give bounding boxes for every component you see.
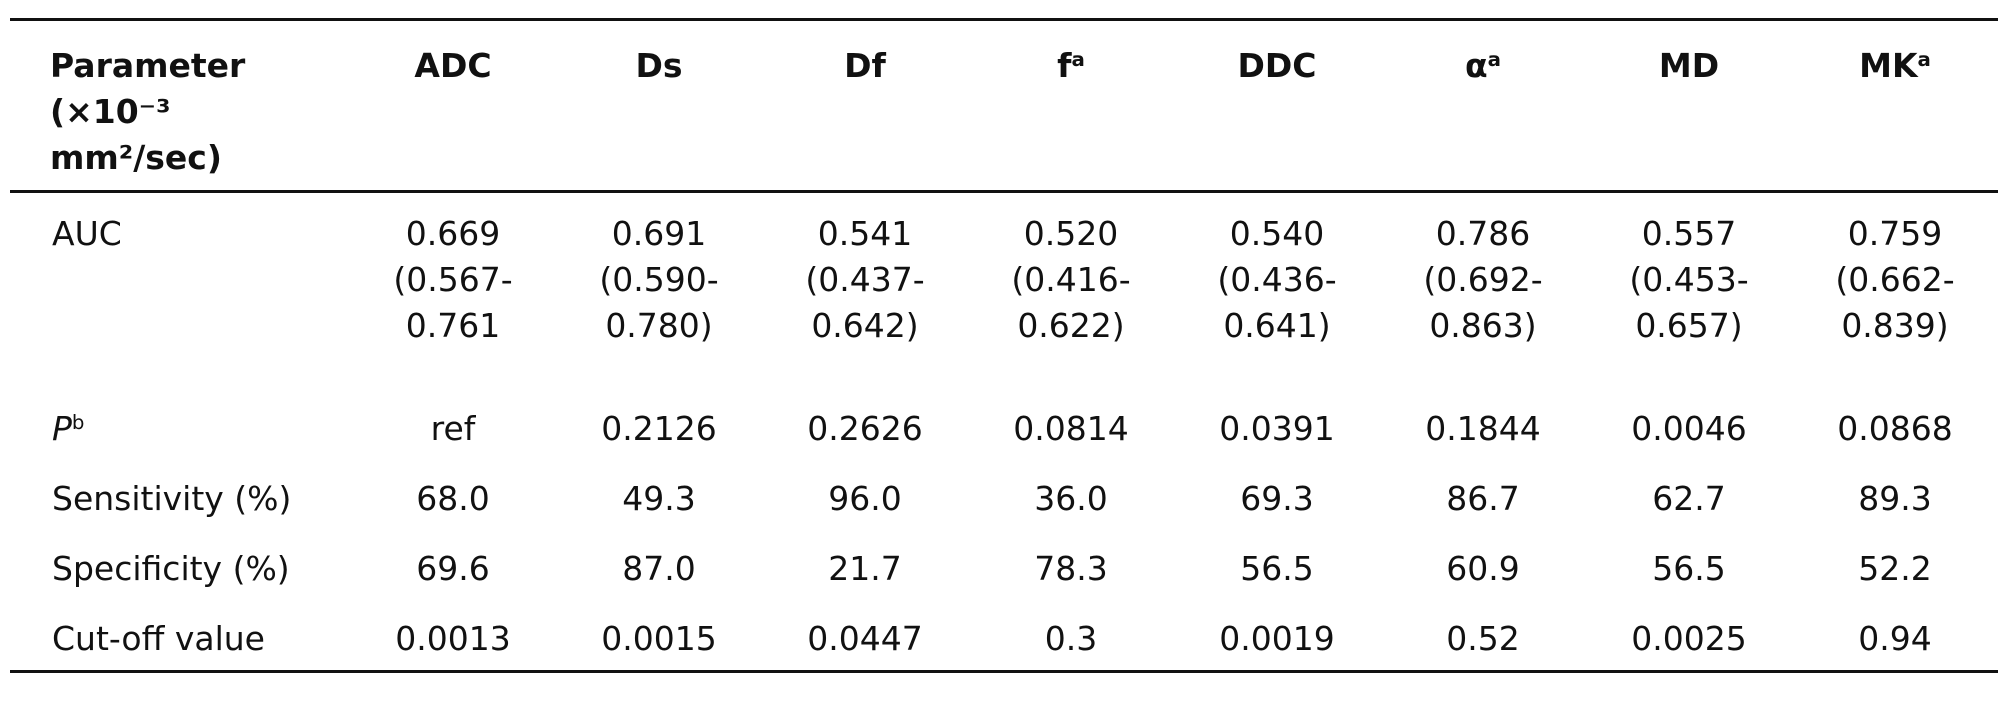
cell-text: MK xyxy=(1859,46,1918,85)
cell-text: α xyxy=(1464,46,1488,85)
cell: 86.7 xyxy=(1446,478,1520,518)
cell: 0.691 (0.590-0.780) xyxy=(599,214,719,345)
results-table: Parameter (×10⁻³ mm²/sec) ADC Ds Df fa DDC αa M… xyxy=(10,18,1998,673)
cell: 52.2 xyxy=(1858,548,1932,588)
cell: 0.0015 xyxy=(601,618,717,658)
superscript: b xyxy=(71,410,85,434)
cell: 69.6 xyxy=(416,548,490,588)
superscript: a xyxy=(1487,48,1502,72)
row-label: Sensitivity (%) xyxy=(52,478,292,518)
superscript: a xyxy=(1917,48,1931,72)
cell: 0.0814 xyxy=(1013,408,1129,448)
cell: 68.0 xyxy=(416,478,490,518)
cell-text: P xyxy=(52,408,72,448)
cell: 69.3 xyxy=(1240,478,1314,518)
table-row: Sensitivity (%) 68.0 49.3 96.0 36.0 69.3 86.7 6… xyxy=(10,462,1998,532)
row-label: Specificity (%) xyxy=(52,548,290,588)
table-row: Pb ref 0.2126 0.2626 0.0814 0.0391 0.1844 0.004… xyxy=(10,392,1998,462)
header-cell: αa xyxy=(1380,20,1586,192)
table-row: Specificity (%) 69.6 87.0 21.7 78.3 56.5 60.9 5… xyxy=(10,532,1998,602)
cell: 0.0868 xyxy=(1837,408,1953,448)
header-cell: fa xyxy=(968,20,1174,192)
superscript: a xyxy=(1071,48,1085,72)
cell: 0.0025 xyxy=(1631,618,1747,658)
cell: 96.0 xyxy=(828,478,902,518)
header-cell: ADC xyxy=(414,46,492,85)
cell: 0.786 (0.692-0.863) xyxy=(1423,214,1543,345)
table-body: AUC 0.669 (0.567-0.761 0.691 (0.590-0.780)… xyxy=(10,192,1998,672)
row-label: AUC xyxy=(52,214,122,253)
cell-text: f xyxy=(1057,46,1072,85)
header-cell: Df xyxy=(844,46,886,85)
cell: 0.2126 xyxy=(601,408,717,448)
header-cell: MD xyxy=(1658,46,1720,85)
header-cell: MKa xyxy=(1792,20,1998,192)
cell: 0.0019 xyxy=(1219,618,1335,658)
cell: ref xyxy=(430,408,476,448)
cell: 0.0013 xyxy=(395,618,511,658)
cell: 0.52 xyxy=(1446,618,1520,658)
cell: 56.5 xyxy=(1652,548,1726,588)
cell: 60.9 xyxy=(1446,548,1520,588)
cell: 21.7 xyxy=(828,548,902,588)
cell: 87.0 xyxy=(622,548,696,588)
cell: 56.5 xyxy=(1240,548,1314,588)
header-parameter: Parameter (×10⁻³ mm²/sec) xyxy=(50,46,246,177)
cell: 78.3 xyxy=(1034,548,1108,588)
cell: 0.2626 xyxy=(807,408,923,448)
cell: 0.1844 xyxy=(1425,408,1541,448)
cell: 0.669 (0.567-0.761 xyxy=(393,214,513,345)
cell: 0.541 (0.437-0.642) xyxy=(805,214,925,345)
cell: 0.557 (0.453-0.657) xyxy=(1629,214,1749,345)
cell: 0.94 xyxy=(1858,618,1932,658)
cell: 0.520 (0.416-0.622) xyxy=(1011,214,1131,345)
cell: 89.3 xyxy=(1858,478,1932,518)
cell: 49.3 xyxy=(622,478,696,518)
cell: 0.0046 xyxy=(1631,408,1747,448)
cell: 0.0447 xyxy=(807,618,923,658)
cell: 0.3 xyxy=(1044,618,1098,658)
cell: 0.759 (0.662-0.839) xyxy=(1835,214,1955,345)
header-row: Parameter (×10⁻³ mm²/sec) ADC Ds Df fa DDC αa M… xyxy=(10,19,1998,192)
header-cell: DDC xyxy=(1237,46,1317,85)
table-row: AUC 0.669 (0.567-0.761 0.691 (0.590-0.780)… xyxy=(10,192,1998,392)
cell: 62.7 xyxy=(1652,478,1726,518)
cell: 36.0 xyxy=(1034,478,1108,518)
cell: 0.0391 xyxy=(1219,408,1335,448)
row-label: Pb xyxy=(10,392,350,462)
row-label: Cut-off value xyxy=(52,618,265,658)
table-row: Cut-off value 0.0013 0.0015 0.0447 0.3 0.0019… xyxy=(10,602,1998,672)
header-cell: Ds xyxy=(635,46,683,85)
cell: 0.540 (0.436-0.641) xyxy=(1217,214,1337,345)
